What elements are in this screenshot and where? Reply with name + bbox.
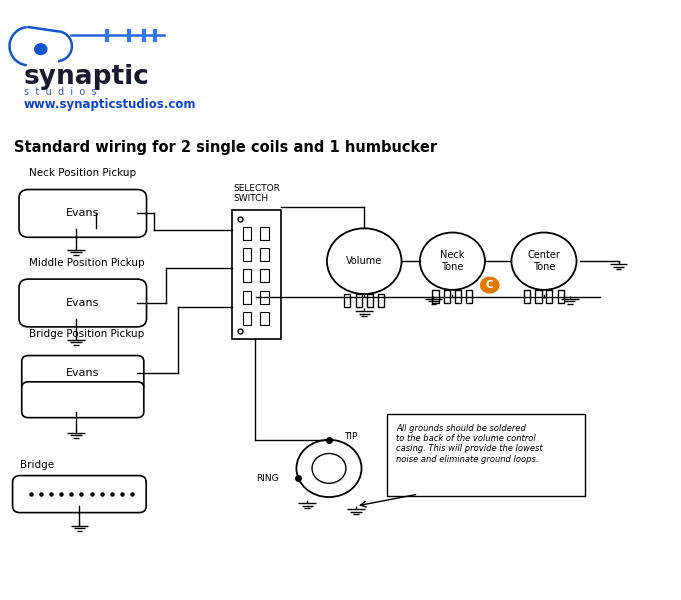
- Bar: [455, 290, 461, 303]
- FancyBboxPatch shape: [12, 476, 146, 512]
- Bar: [260, 248, 270, 261]
- Bar: [444, 290, 450, 303]
- Bar: [535, 290, 541, 303]
- Text: synaptic: synaptic: [24, 64, 150, 90]
- Bar: [260, 269, 270, 283]
- Text: Evans: Evans: [66, 298, 99, 308]
- Text: Bridge Position Pickup: Bridge Position Pickup: [29, 329, 144, 340]
- Bar: [242, 269, 251, 283]
- FancyBboxPatch shape: [19, 279, 146, 327]
- FancyBboxPatch shape: [387, 414, 586, 496]
- Text: Evans: Evans: [66, 208, 99, 218]
- Text: TIP: TIP: [344, 432, 358, 441]
- Bar: [260, 312, 270, 325]
- Text: RING: RING: [256, 474, 279, 483]
- Bar: [558, 290, 564, 303]
- Text: SELECTOR
SWITCH: SELECTOR SWITCH: [234, 184, 280, 203]
- Bar: [242, 290, 251, 304]
- Text: C: C: [486, 280, 494, 290]
- Bar: [366, 294, 373, 307]
- FancyBboxPatch shape: [19, 190, 146, 237]
- Text: www.synapticstudios.com: www.synapticstudios.com: [24, 98, 196, 111]
- Bar: [546, 290, 552, 303]
- Bar: [344, 294, 350, 307]
- FancyBboxPatch shape: [22, 356, 144, 391]
- Bar: [242, 248, 251, 261]
- FancyBboxPatch shape: [22, 382, 144, 418]
- Bar: [466, 290, 473, 303]
- Circle shape: [479, 275, 501, 295]
- Text: Bridge: Bridge: [20, 460, 54, 470]
- Text: Neck Position Pickup: Neck Position Pickup: [29, 168, 136, 178]
- Text: Neck
Tone: Neck Tone: [440, 250, 464, 272]
- Circle shape: [35, 44, 47, 55]
- Bar: [242, 227, 251, 240]
- Text: s  t  u  d  i  o  s: s t u d i o s: [24, 87, 97, 97]
- Bar: [524, 290, 530, 303]
- Bar: [355, 294, 362, 307]
- Bar: [432, 290, 439, 303]
- Text: All grounds should be soldered
to the back of the volume control
casing. This wi: All grounds should be soldered to the ba…: [396, 424, 543, 464]
- Bar: [232, 211, 281, 339]
- Text: Evans: Evans: [66, 368, 99, 379]
- Bar: [242, 312, 251, 325]
- Text: Volume: Volume: [346, 256, 382, 266]
- Text: Standard wiring for 2 single coils and 1 humbucker: Standard wiring for 2 single coils and 1…: [14, 140, 437, 155]
- Text: Middle Position Pickup: Middle Position Pickup: [29, 258, 144, 268]
- Bar: [260, 227, 270, 240]
- Bar: [260, 290, 270, 304]
- Text: Center
Tone: Center Tone: [528, 250, 560, 272]
- Bar: [378, 294, 384, 307]
